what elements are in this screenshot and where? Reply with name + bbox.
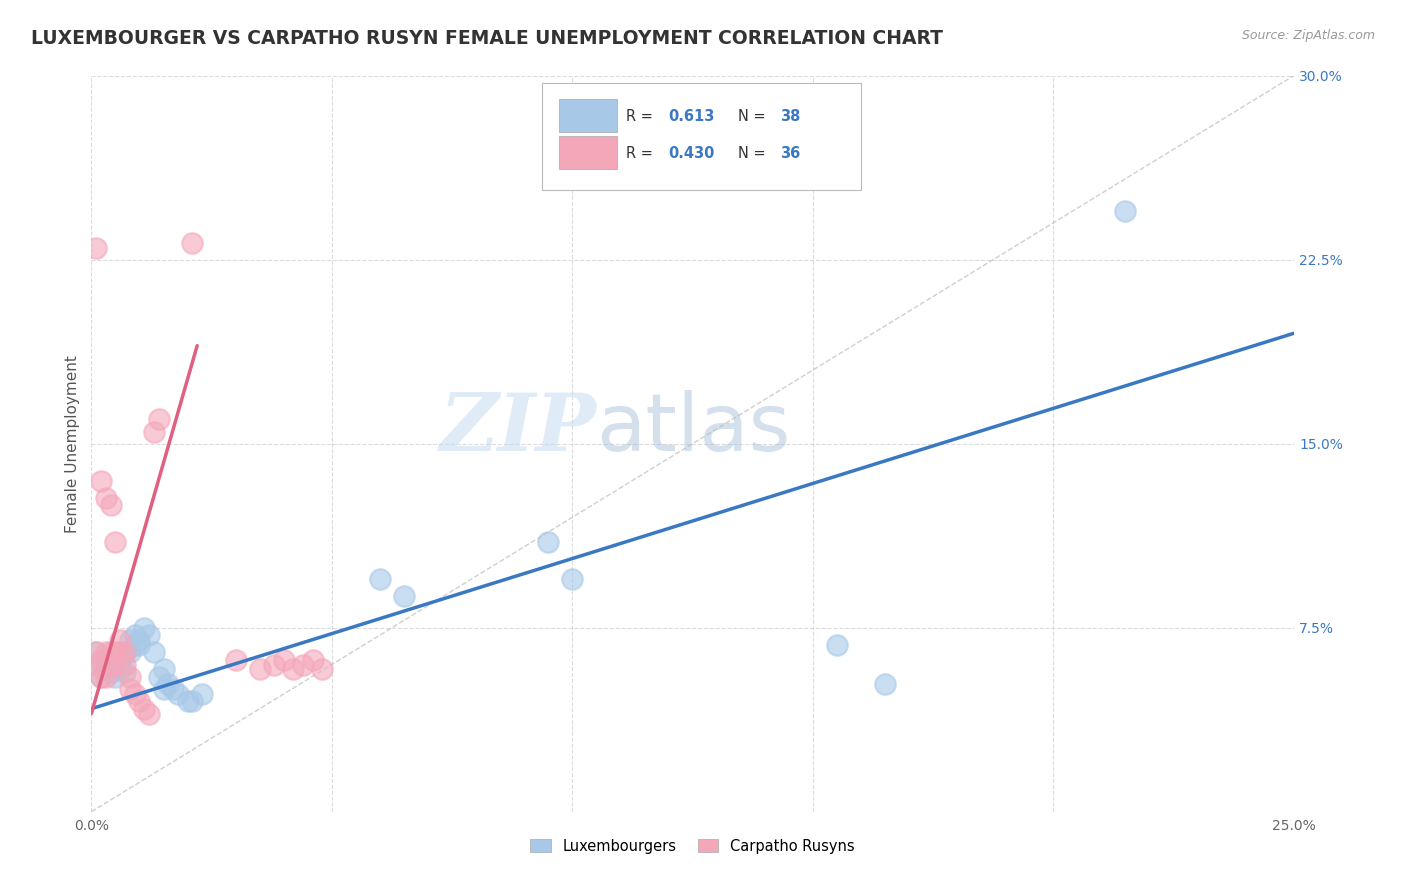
Point xyxy=(100,645,122,659)
Point xyxy=(90,474,112,488)
Point xyxy=(118,645,141,659)
Point xyxy=(104,534,127,549)
Point xyxy=(283,662,305,676)
Point xyxy=(90,657,112,672)
Point xyxy=(134,701,156,715)
Point xyxy=(124,687,146,701)
Point xyxy=(176,694,198,708)
Point xyxy=(1114,203,1136,218)
Point xyxy=(84,240,107,254)
Point xyxy=(128,694,150,708)
Point xyxy=(124,628,146,642)
Point xyxy=(311,662,333,676)
Point xyxy=(142,425,165,439)
Point xyxy=(90,670,112,684)
Point xyxy=(392,589,415,603)
Point xyxy=(162,681,184,696)
Point xyxy=(561,572,583,586)
Text: atlas: atlas xyxy=(596,390,790,468)
Point xyxy=(191,687,214,701)
Point xyxy=(181,694,204,708)
Legend: Luxembourgers, Carpatho Rusyns: Luxembourgers, Carpatho Rusyns xyxy=(524,833,860,860)
Text: R =: R = xyxy=(626,145,658,161)
Point xyxy=(100,650,122,665)
Point xyxy=(84,645,107,659)
Point xyxy=(138,706,160,721)
Point xyxy=(104,657,127,672)
Point xyxy=(152,681,174,696)
Text: 0.613: 0.613 xyxy=(668,109,714,124)
Point xyxy=(94,670,117,684)
Point xyxy=(90,653,112,667)
Point xyxy=(110,662,132,676)
Point xyxy=(263,657,285,672)
Text: N =: N = xyxy=(738,145,770,161)
Point xyxy=(110,645,132,659)
Point xyxy=(110,633,132,648)
Point xyxy=(104,657,127,672)
Point xyxy=(128,638,150,652)
Point xyxy=(148,412,170,426)
Text: N =: N = xyxy=(738,109,770,124)
Text: 38: 38 xyxy=(780,109,800,124)
Point xyxy=(124,638,146,652)
Point xyxy=(104,670,127,684)
Point xyxy=(138,628,160,642)
Point xyxy=(94,645,117,659)
Point xyxy=(148,670,170,684)
Point xyxy=(114,645,136,659)
Point xyxy=(100,498,122,512)
Text: 36: 36 xyxy=(780,145,800,161)
Point xyxy=(225,653,247,667)
Y-axis label: Female Unemployment: Female Unemployment xyxy=(65,355,80,533)
Point xyxy=(84,645,107,659)
Point xyxy=(90,670,112,684)
Point xyxy=(118,633,141,648)
Point xyxy=(301,653,323,667)
FancyBboxPatch shape xyxy=(560,99,617,132)
Point xyxy=(100,657,122,672)
Point xyxy=(142,645,165,659)
Point xyxy=(152,662,174,676)
Point xyxy=(181,235,204,250)
Point xyxy=(114,657,136,672)
Point xyxy=(94,491,117,505)
Point xyxy=(273,653,295,667)
Point xyxy=(118,681,141,696)
Point xyxy=(157,677,180,691)
Point xyxy=(94,653,117,667)
Point xyxy=(291,657,314,672)
Text: LUXEMBOURGER VS CARPATHO RUSYN FEMALE UNEMPLOYMENT CORRELATION CHART: LUXEMBOURGER VS CARPATHO RUSYN FEMALE UN… xyxy=(31,29,943,47)
Point xyxy=(114,665,136,679)
Point xyxy=(167,687,190,701)
FancyBboxPatch shape xyxy=(560,136,617,169)
Text: Source: ZipAtlas.com: Source: ZipAtlas.com xyxy=(1241,29,1375,42)
Point xyxy=(873,677,896,691)
Point xyxy=(100,665,122,679)
Point xyxy=(104,645,127,659)
Point xyxy=(114,645,136,659)
Text: ZIP: ZIP xyxy=(440,391,596,467)
Point xyxy=(249,662,271,676)
Text: R =: R = xyxy=(626,109,658,124)
Point xyxy=(94,662,117,676)
Point xyxy=(84,657,107,672)
Point xyxy=(128,633,150,648)
Text: 0.430: 0.430 xyxy=(668,145,714,161)
Point xyxy=(368,572,391,586)
Point xyxy=(134,621,156,635)
FancyBboxPatch shape xyxy=(543,83,860,190)
Point xyxy=(825,638,848,652)
Point xyxy=(118,670,141,684)
Point xyxy=(110,653,132,667)
Point xyxy=(537,534,560,549)
